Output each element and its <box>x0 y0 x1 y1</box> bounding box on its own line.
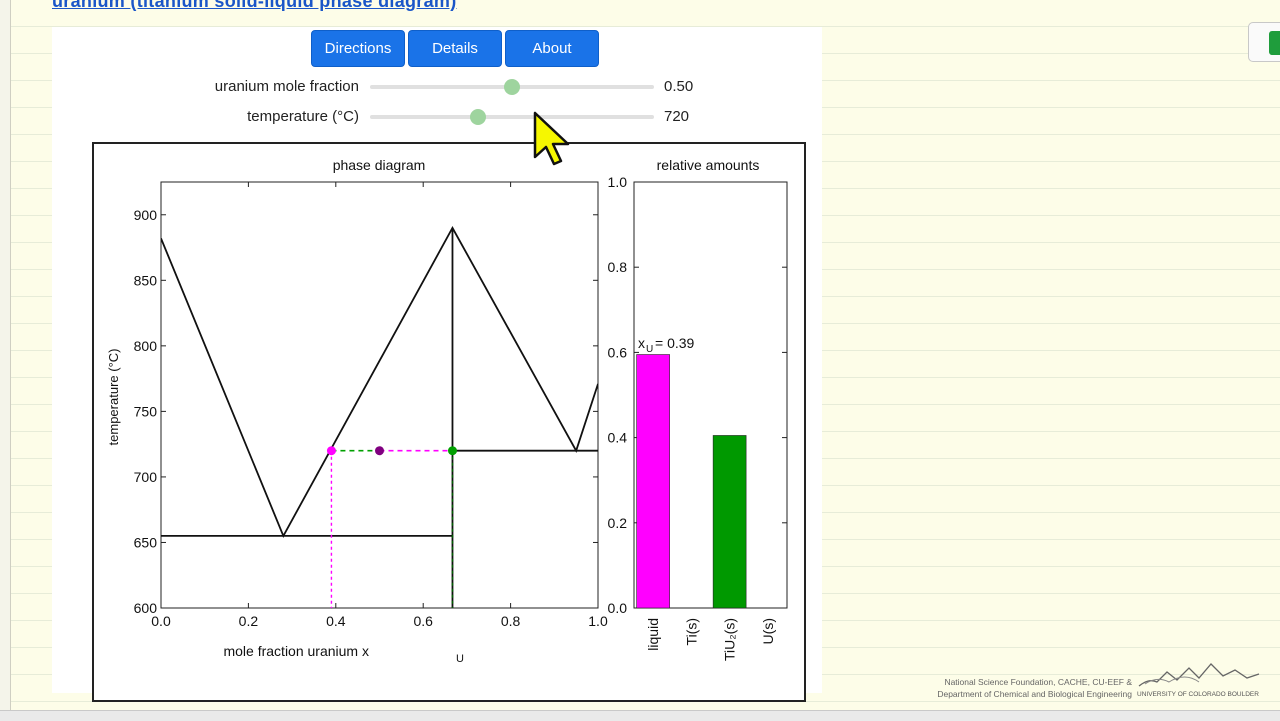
y-tick-label: 800 <box>134 338 158 354</box>
x-tick-label: 0.8 <box>501 613 521 629</box>
bar-chart-title: relative amounts <box>657 157 760 173</box>
state-point-marker <box>375 446 384 456</box>
y-tick-label: 650 <box>134 534 158 550</box>
y-tick-label: 700 <box>134 469 158 485</box>
bar-y-tick-label: 0.6 <box>608 344 628 360</box>
bar-category-label: Ti(s) <box>683 618 699 645</box>
phase-diagram-xlabel-subscript: U <box>456 653 464 665</box>
state-point-marker <box>447 446 457 456</box>
left-edge <box>0 0 11 720</box>
bar-category-label: TiU₂(s) <box>722 618 738 661</box>
mole-fraction-label: uranium mole fraction <box>214 78 359 95</box>
bar-annotation-subscript: U <box>646 344 653 355</box>
x-tick-label: 0.4 <box>326 613 346 629</box>
temperature-label: temperature (°C) <box>247 108 359 125</box>
phase-diagram-axes <box>160 181 599 609</box>
credit-line-2: Department of Chemical and Biological En… <box>937 689 1132 699</box>
bar-liquid <box>636 354 670 609</box>
bar-y-tick-label: 0.4 <box>608 430 628 446</box>
temperature-value: 720 <box>664 108 690 125</box>
directions-button[interactable]: Directions <box>311 30 405 67</box>
bar-category-label: liquid <box>645 618 661 651</box>
y-tick-label: 750 <box>134 403 158 419</box>
page-title-link[interactable]: uranium (titanium solid-liquid phase dia… <box>52 0 457 11</box>
phase-diagram-xlabel: mole fraction uranium x <box>223 643 369 659</box>
x-tick-label: 0.0 <box>151 613 171 629</box>
mountain-logo-icon <box>1138 663 1260 687</box>
y-tick-label: 600 <box>134 600 158 616</box>
bar-y-tick-label: 1.0 <box>608 174 628 190</box>
bar-y-tick-label: 0.0 <box>608 600 628 616</box>
about-button[interactable]: About <box>505 30 599 67</box>
temperature-slider-thumb[interactable] <box>469 109 486 125</box>
bottom-scrollbar[interactable] <box>0 710 1280 721</box>
university-name: UNIVERSITY OF COLORADO BOULDER <box>1137 691 1259 698</box>
bar-tius <box>712 435 747 609</box>
x-tick-label: 0.2 <box>239 613 259 629</box>
temperature-slider[interactable] <box>370 115 654 119</box>
credit-line-1: National Science Foundation, CACHE, CU-E… <box>944 677 1132 687</box>
mole-fraction-value: 0.50 <box>664 78 694 95</box>
details-button[interactable]: Details <box>408 30 502 67</box>
state-point-marker <box>326 446 336 456</box>
side-widget-icon <box>1269 31 1280 55</box>
bar-y-tick-label: 0.2 <box>608 515 628 531</box>
bar-annotation-symbol: x <box>638 335 645 351</box>
x-tick-label: 1.0 <box>588 613 608 629</box>
mole-fraction-slider-thumb[interactable] <box>504 79 520 95</box>
side-widget-button[interactable] <box>1248 22 1280 62</box>
phase-diagram-ylabel: temperature (°C) <box>106 349 121 446</box>
bar-y-tick-label: 0.8 <box>608 259 628 275</box>
figure-svg: phase diagram 0.0 0.2 0.4 0.6 0.8 1.0 600 650 70… <box>106 157 788 665</box>
y-tick-label: 900 <box>134 207 158 223</box>
mouse-cursor-icon <box>533 111 570 166</box>
bar-category-label: U(s) <box>760 618 776 644</box>
figure-frame: phase diagram 0.0 0.2 0.4 0.6 0.8 1.0 600 650 70… <box>92 142 806 702</box>
bar-annotation-value: = 0.39 <box>655 335 695 351</box>
phase-diagram-title: phase diagram <box>333 157 426 173</box>
y-tick-label: 850 <box>134 272 158 288</box>
x-tick-label: 0.6 <box>413 613 433 629</box>
